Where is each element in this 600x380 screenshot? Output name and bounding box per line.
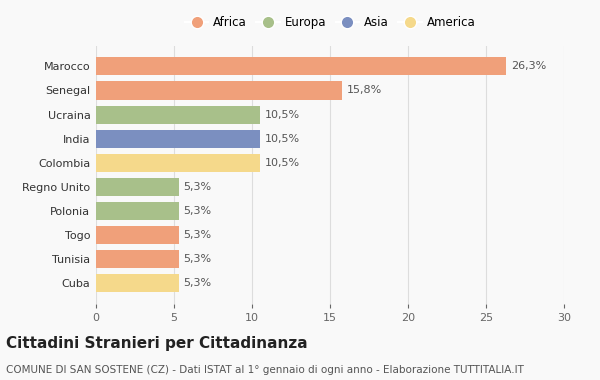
Text: 10,5%: 10,5% [265, 109, 299, 120]
Text: 5,3%: 5,3% [184, 182, 211, 192]
Bar [96, 154, 260, 172]
Text: COMUNE DI SAN SOSTENE (CZ) - Dati ISTAT al 1° gennaio di ogni anno - Elaborazion: COMUNE DI SAN SOSTENE (CZ) - Dati ISTAT … [6, 365, 524, 375]
Text: 26,3%: 26,3% [511, 62, 546, 71]
Bar [96, 274, 179, 292]
Bar [96, 106, 260, 124]
Legend: Africa, Europa, Asia, America: Africa, Europa, Asia, America [181, 13, 479, 33]
Text: 10,5%: 10,5% [265, 134, 299, 144]
Text: Cittadini Stranieri per Cittadinanza: Cittadini Stranieri per Cittadinanza [6, 336, 308, 351]
Bar [96, 202, 179, 220]
Text: 15,8%: 15,8% [347, 86, 382, 95]
Bar [96, 130, 260, 148]
Text: 5,3%: 5,3% [184, 254, 211, 264]
Bar [96, 81, 343, 100]
Bar [96, 226, 179, 244]
Bar [96, 178, 179, 196]
Bar [96, 57, 506, 75]
Bar [96, 250, 179, 268]
Text: 5,3%: 5,3% [184, 206, 211, 216]
Text: 5,3%: 5,3% [184, 278, 211, 288]
Text: 5,3%: 5,3% [184, 230, 211, 240]
Text: 10,5%: 10,5% [265, 158, 299, 168]
